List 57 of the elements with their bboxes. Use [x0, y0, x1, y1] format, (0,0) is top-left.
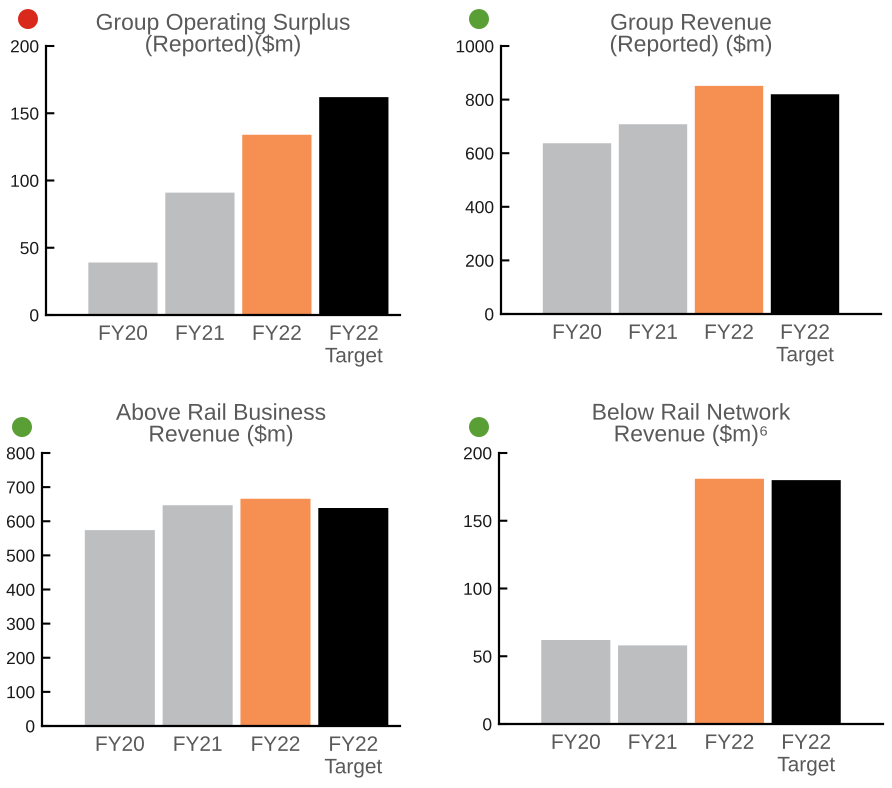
x-tick-label: FY21 — [176, 325, 224, 340]
y-tick-label: 800 — [466, 94, 494, 106]
y-tick-label: 300 — [6, 618, 34, 630]
bar — [541, 640, 610, 724]
y-tick-label: 100 — [7, 686, 34, 698]
chart-title: Group Operating Surplus (Reported)($m) — [96, 13, 350, 56]
y-tick-label: 500 — [6, 550, 34, 562]
y-tick-label: 400 — [6, 584, 34, 596]
bar — [84, 530, 155, 726]
y-tick-label: 200 — [466, 254, 494, 267]
x-tick-label: FY20 — [552, 734, 600, 750]
y-tick-label: 600 — [6, 515, 34, 528]
y-tick-label: 0 — [483, 718, 492, 730]
x-tick-label: FY22 Target — [776, 324, 834, 366]
x-tick-label: FY20 — [100, 325, 148, 340]
y-tick-label: 0 — [26, 720, 34, 732]
chart-title: Above Rail Business Revenue ($m) — [116, 403, 326, 446]
bar — [162, 505, 233, 726]
x-tick-label: FY20 — [554, 324, 602, 340]
bar — [240, 498, 310, 726]
bar — [542, 143, 612, 314]
x-tick-label: FY22 — [254, 325, 301, 340]
bar — [618, 124, 688, 314]
x-tick-label: FY22 Target — [778, 734, 835, 776]
y-tick-label: 400 — [465, 200, 494, 214]
bar — [88, 262, 158, 315]
x-tick-label: FY22 — [706, 324, 753, 339]
y-tick-label: 200 — [464, 447, 492, 460]
chart-title: Below Rail Network Revenue ($m)⁶ — [594, 403, 790, 446]
x-tick-label: FY22 — [706, 734, 754, 749]
y-tick-label: 700 — [6, 481, 34, 494]
y-tick-label: 600 — [466, 147, 494, 160]
y-tick-label: 200 — [10, 40, 38, 52]
y-tick-label: 800 — [6, 447, 34, 460]
x-tick-label: FY21 — [630, 324, 677, 339]
bar — [694, 86, 764, 314]
y-tick-label: 200 — [6, 652, 34, 664]
y-tick-label: 1000 — [456, 40, 494, 52]
chart-title: Group Revenue (Reported) ($m) — [610, 14, 772, 56]
y-tick-label: 100 — [464, 582, 492, 595]
y-tick-label: 50 — [473, 650, 492, 663]
bar — [618, 645, 688, 724]
bar — [165, 192, 235, 315]
bar — [694, 478, 764, 724]
y-tick-label: 150 — [11, 107, 38, 120]
y-tick-label: 0 — [485, 308, 494, 320]
x-tick-label: FY22 Target — [325, 325, 383, 367]
y-tick-label: 50 — [20, 242, 38, 254]
x-tick-label: FY21 — [174, 736, 222, 751]
x-tick-label: FY22 Target — [324, 736, 382, 778]
x-tick-label: FY21 — [629, 734, 676, 749]
x-tick-label: FY22 — [252, 736, 300, 751]
x-tick-label: FY20 — [96, 736, 144, 752]
y-tick-label: 0 — [30, 309, 38, 322]
y-tick-label: 150 — [464, 514, 492, 528]
bar — [242, 134, 312, 315]
y-tick-label: 100 — [11, 174, 38, 187]
